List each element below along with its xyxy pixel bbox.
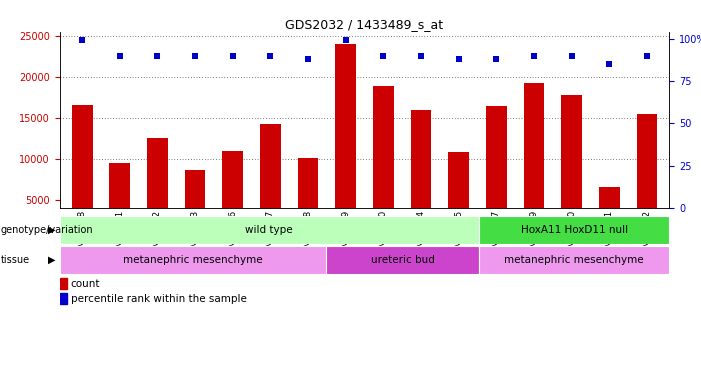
Bar: [109, 163, 130, 241]
Text: HoxA11 HoxD11 null: HoxA11 HoxD11 null: [521, 225, 627, 235]
Point: [604, 61, 615, 67]
Point: [227, 53, 238, 58]
Point: [76, 38, 88, 44]
Bar: [72, 105, 93, 241]
Title: GDS2032 / 1433489_s_at: GDS2032 / 1433489_s_at: [285, 18, 444, 31]
Bar: [260, 124, 281, 241]
Text: wild type: wild type: [245, 225, 293, 235]
Text: ▶: ▶: [48, 225, 55, 235]
Bar: [60, 278, 67, 289]
Bar: [60, 216, 479, 244]
Point: [641, 53, 653, 58]
Point: [340, 38, 351, 44]
Bar: [373, 86, 394, 241]
Text: ▶: ▶: [48, 255, 55, 265]
Bar: [411, 110, 431, 241]
Text: count: count: [71, 279, 100, 289]
Bar: [479, 216, 669, 244]
Point: [529, 53, 540, 58]
Bar: [599, 187, 620, 241]
Text: metanephric mesenchyme: metanephric mesenchyme: [504, 255, 644, 265]
Point: [114, 53, 125, 58]
Point: [416, 53, 427, 58]
Bar: [147, 138, 168, 241]
Bar: [562, 95, 582, 241]
Bar: [448, 152, 469, 241]
Text: percentile rank within the sample: percentile rank within the sample: [71, 294, 247, 304]
Point: [453, 56, 464, 62]
Point: [566, 53, 577, 58]
Point: [265, 53, 276, 58]
Point: [189, 53, 200, 58]
Bar: [335, 44, 356, 241]
Bar: [479, 246, 669, 274]
Text: ureteric bud: ureteric bud: [371, 255, 435, 265]
Text: metanephric mesenchyme: metanephric mesenchyme: [123, 255, 263, 265]
Point: [302, 56, 313, 62]
Bar: [60, 246, 327, 274]
Bar: [222, 151, 243, 241]
Bar: [637, 114, 658, 241]
Bar: [486, 106, 507, 241]
Point: [152, 53, 163, 58]
Text: genotype/variation: genotype/variation: [1, 225, 93, 235]
Bar: [298, 158, 318, 241]
Bar: [524, 83, 544, 241]
Bar: [327, 246, 479, 274]
Bar: [60, 293, 67, 304]
Bar: [185, 170, 205, 241]
Point: [491, 56, 502, 62]
Text: tissue: tissue: [1, 255, 30, 265]
Point: [378, 53, 389, 58]
